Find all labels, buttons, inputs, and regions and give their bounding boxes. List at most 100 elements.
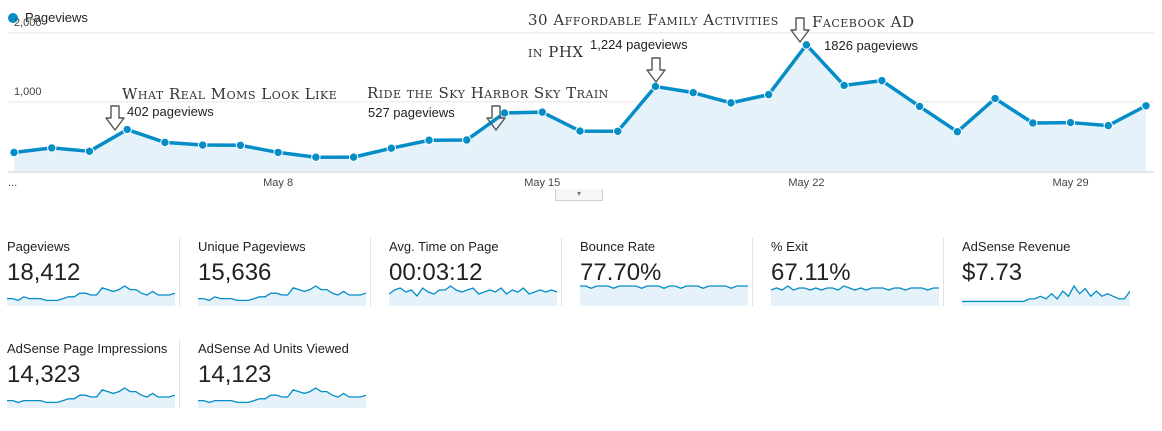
chart-legend[interactable]: Pageviews — [8, 10, 88, 25]
series-area — [14, 44, 1146, 171]
data-point — [726, 98, 736, 108]
annotation-title-line2: in PHX — [528, 43, 584, 61]
metric-tile[interactable]: AdSense Revenue $7.73 — [955, 236, 1135, 321]
data-point — [575, 126, 585, 136]
sparkline-area — [580, 286, 748, 306]
data-point — [839, 80, 849, 91]
y-tick-label: 2,000 — [14, 17, 42, 29]
data-point — [1141, 101, 1151, 111]
data-point — [47, 143, 57, 153]
data-point — [877, 75, 887, 86]
data-point — [462, 135, 472, 145]
data-point — [1103, 120, 1113, 131]
sparkline-line — [198, 387, 366, 404]
metric-tile[interactable]: AdSense Page Impressions 14,323 — [0, 338, 180, 423]
metric-sparkline — [7, 387, 175, 408]
metric-label: Avg. Time on Page — [389, 239, 499, 254]
series-color-dot — [8, 12, 18, 23]
data-point — [84, 146, 95, 157]
metric-tile[interactable]: % Exit 67.11% — [764, 236, 944, 321]
data-point — [952, 127, 963, 137]
sparkline-line — [962, 284, 1130, 303]
metric-value: 18,412 — [7, 259, 81, 286]
metric-value: 00:03:12 — [389, 259, 483, 286]
data-point — [9, 147, 19, 158]
metric-tile[interactable]: Pageviews 18,412 — [0, 236, 180, 321]
metric-label: AdSense Revenue — [962, 239, 1071, 254]
sparkline-line — [7, 285, 175, 302]
metric-tile[interactable]: Bounce Rate 77.70% — [573, 236, 753, 321]
data-point — [763, 89, 774, 100]
annotation-arrow-icon — [790, 17, 810, 43]
data-point — [197, 140, 208, 150]
chart-collapse-handle[interactable]: ▾ — [555, 189, 603, 201]
annotation-title: Facebook AD — [812, 13, 914, 31]
data-point — [273, 147, 283, 158]
sparkline-area — [198, 388, 366, 408]
metric-tile[interactable]: AdSense Ad Units Viewed 14,123 — [191, 338, 371, 423]
annotation-pageviews: 527 pageviews — [368, 105, 455, 120]
metric-sparkline — [962, 284, 1130, 306]
chevron-down-icon: ▾ — [576, 189, 581, 198]
sparkline-area — [389, 286, 557, 306]
x-tick-label: ... — [8, 177, 17, 189]
tile-divider — [179, 238, 180, 306]
annotation-arrow-icon — [486, 105, 506, 131]
x-tick-label: May 15 — [524, 177, 560, 189]
data-point — [122, 124, 132, 135]
tile-divider — [179, 340, 180, 408]
sparkline-area — [198, 286, 366, 306]
pageviews-chart: 2,000 1,000... May 8 May 15 May 22 May 29 What… — [8, 11, 1154, 189]
x-tick-label: May 29 — [1052, 177, 1088, 189]
tile-divider — [370, 238, 371, 306]
data-point — [424, 135, 434, 145]
x-tick-label: May 8 — [263, 177, 293, 189]
metric-sparkline — [389, 285, 557, 306]
metric-sparkline — [7, 285, 175, 306]
y-tick-label: 1,000 — [14, 86, 42, 98]
sparkline-area — [7, 286, 175, 306]
annotation-title: What Real Moms Look Like — [122, 85, 337, 103]
metric-label: Bounce Rate — [580, 239, 656, 254]
tile-divider — [752, 238, 753, 306]
data-point — [348, 152, 359, 162]
data-point — [311, 152, 321, 162]
sparkline-line — [198, 285, 366, 302]
data-point — [1028, 118, 1038, 128]
annotation-title: Ride the Sky Harbor Sky Train — [367, 84, 609, 102]
tile-divider — [561, 238, 562, 306]
data-point — [990, 93, 1000, 104]
metric-label: Unique Pageviews — [198, 239, 306, 254]
metric-value: $7.73 — [962, 259, 1023, 286]
metric-label: % Exit — [771, 239, 808, 254]
metric-sparkline — [771, 285, 939, 306]
metric-value: 15,636 — [198, 259, 272, 286]
metric-value: 67.11% — [771, 259, 851, 286]
data-point — [537, 107, 547, 117]
metric-value: 14,323 — [7, 361, 81, 388]
legend-series-label: Pageviews — [25, 10, 88, 25]
data-point — [613, 126, 623, 136]
data-point — [499, 108, 510, 118]
data-point — [386, 143, 397, 153]
annotation-arrow-icon — [105, 105, 125, 131]
x-tick-label: May 22 — [788, 177, 824, 189]
annotation-pageviews: 402 pageviews — [127, 104, 214, 119]
metric-sparkline — [198, 387, 366, 408]
metric-value: 77.70% — [580, 259, 662, 286]
annotation-pageviews: 1826 pageviews — [824, 38, 918, 53]
sparkline-line — [771, 285, 939, 291]
annotation-title: 30 Affordable Family Activities — [528, 11, 779, 29]
metric-label: Pageviews — [7, 239, 70, 254]
metric-tile[interactable]: Avg. Time on Page 00:03:12 — [382, 236, 562, 321]
data-point — [160, 137, 170, 148]
sparkline-area — [771, 286, 939, 306]
metric-value: 14,123 — [198, 361, 272, 388]
metric-tile[interactable]: Unique Pageviews 15,636 — [191, 236, 371, 321]
annotation-arrow-icon — [646, 57, 666, 83]
tile-divider — [943, 238, 944, 306]
data-point — [235, 140, 246, 150]
data-point — [1065, 117, 1076, 128]
sparkline-area — [7, 388, 175, 408]
metric-sparkline — [198, 285, 366, 306]
